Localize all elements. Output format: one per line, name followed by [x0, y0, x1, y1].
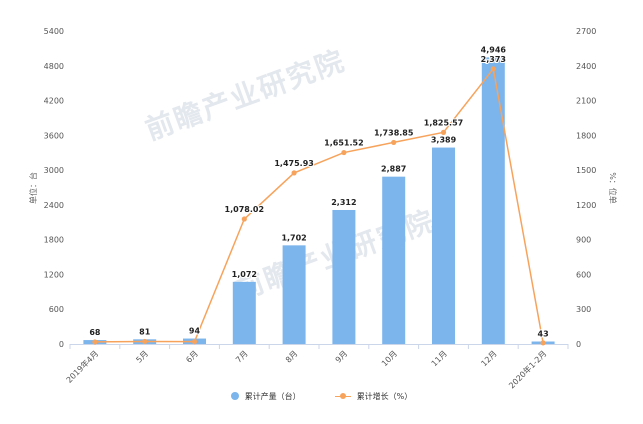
legend: 累计产量（台） 累计增长（%） [0, 386, 643, 406]
y-tick-label-right: 300 [576, 305, 591, 314]
bar-data-label: 2,312 [331, 198, 356, 207]
bar-data-label: 4,946 [481, 45, 507, 54]
legend-bar-swatch [230, 392, 239, 400]
y-tick-label-left: 1200 [44, 270, 64, 279]
line-point-growth [391, 139, 397, 146]
legend-label-production: 累计产量（台） [244, 391, 301, 401]
bar-production [232, 281, 256, 344]
legend-label-growth: 累计增长（%） [356, 391, 413, 401]
bar-data-label: 2,887 [381, 165, 406, 174]
bar-production [282, 245, 306, 344]
y-tick-label-left: 3600 [44, 131, 64, 140]
bar-data-label: 94 [189, 327, 201, 336]
line-point-growth [191, 339, 198, 345]
line-point-growth [341, 149, 347, 156]
bar-data-label: 1,702 [281, 233, 306, 242]
bar-production [481, 57, 505, 344]
y-tick-label-right: 1200 [576, 201, 596, 210]
y-tick-label-left: 1800 [44, 236, 64, 245]
y-tick-label-right: 1500 [576, 166, 596, 175]
y-tick-label-left: 2400 [44, 201, 64, 210]
line-point-growth [440, 129, 447, 135]
bar-production [332, 209, 356, 344]
line-point-growth [241, 216, 247, 222]
legend-line-swatch [334, 392, 351, 400]
bar-data-label: 68 [89, 328, 101, 337]
x-tick-label: 6月 [184, 349, 200, 365]
line-growth [94, 67, 544, 343]
y-tick-label-left: 4200 [44, 97, 64, 106]
line-data-label: 1,825.57 [424, 118, 463, 127]
line-data-label: 1,475.93 [274, 159, 313, 168]
legend-item-growth[interactable]: 累计增长（%） [334, 391, 413, 402]
line-point-growth [142, 338, 148, 345]
line-point-growth [92, 339, 98, 345]
y-tick-label-left: 3000 [44, 166, 64, 175]
bar-data-label: 3,389 [431, 136, 457, 145]
bar-data-label: 1,072 [232, 270, 257, 279]
x-tick-label: 2020年1-2月 [506, 348, 548, 390]
y-tick-label-right: 600 [576, 270, 591, 279]
x-tick-label: 12月 [479, 349, 498, 368]
y-tick-label-left: 600 [49, 305, 64, 314]
line-point-growth [291, 170, 297, 176]
x-tick-label: 10月 [380, 349, 399, 368]
line-point-growth [490, 66, 496, 72]
line-data-label: 1,738.85 [374, 128, 414, 137]
y-axis-title-right: %：位单 [608, 172, 618, 204]
x-tick-label: 2019年4月 [64, 348, 100, 384]
y-axis-title-left: 单位：台 [28, 172, 38, 204]
bar-production [432, 147, 455, 344]
x-tick-label: 5月 [134, 349, 150, 365]
line-data-label: 1,078.02 [225, 205, 264, 214]
bar-production [382, 176, 406, 344]
y-tick-label-right: 2400 [576, 62, 596, 71]
x-tick-label: 7月 [234, 349, 250, 365]
x-tick-label: 9月 [334, 349, 350, 365]
bar-data-label: 43 [538, 330, 549, 339]
line-data-label: 1,651.52 [324, 139, 363, 148]
y-tick-label-left: 5400 [44, 27, 64, 36]
legend-item-production[interactable]: 累计产量（台） [230, 391, 301, 402]
bar-data-label: 81 [139, 327, 151, 336]
y-tick-label-right: 2100 [576, 97, 596, 106]
x-tick-label: 8月 [284, 349, 300, 365]
watermark-text: 前瞻产业研究院 [141, 44, 350, 147]
y-tick-label-right: 900 [576, 236, 591, 245]
x-tick-label: 11月 [430, 349, 449, 368]
y-tick-label-right: 1800 [576, 131, 596, 140]
y-tick-label-left: 0 [59, 340, 64, 349]
y-tick-label-left: 4800 [44, 62, 64, 71]
y-tick-label-right: 2700 [576, 27, 596, 36]
y-tick-label-right: 0 [576, 340, 581, 349]
line-data-label: 2,373 [481, 55, 506, 64]
line-point-growth [540, 340, 546, 346]
